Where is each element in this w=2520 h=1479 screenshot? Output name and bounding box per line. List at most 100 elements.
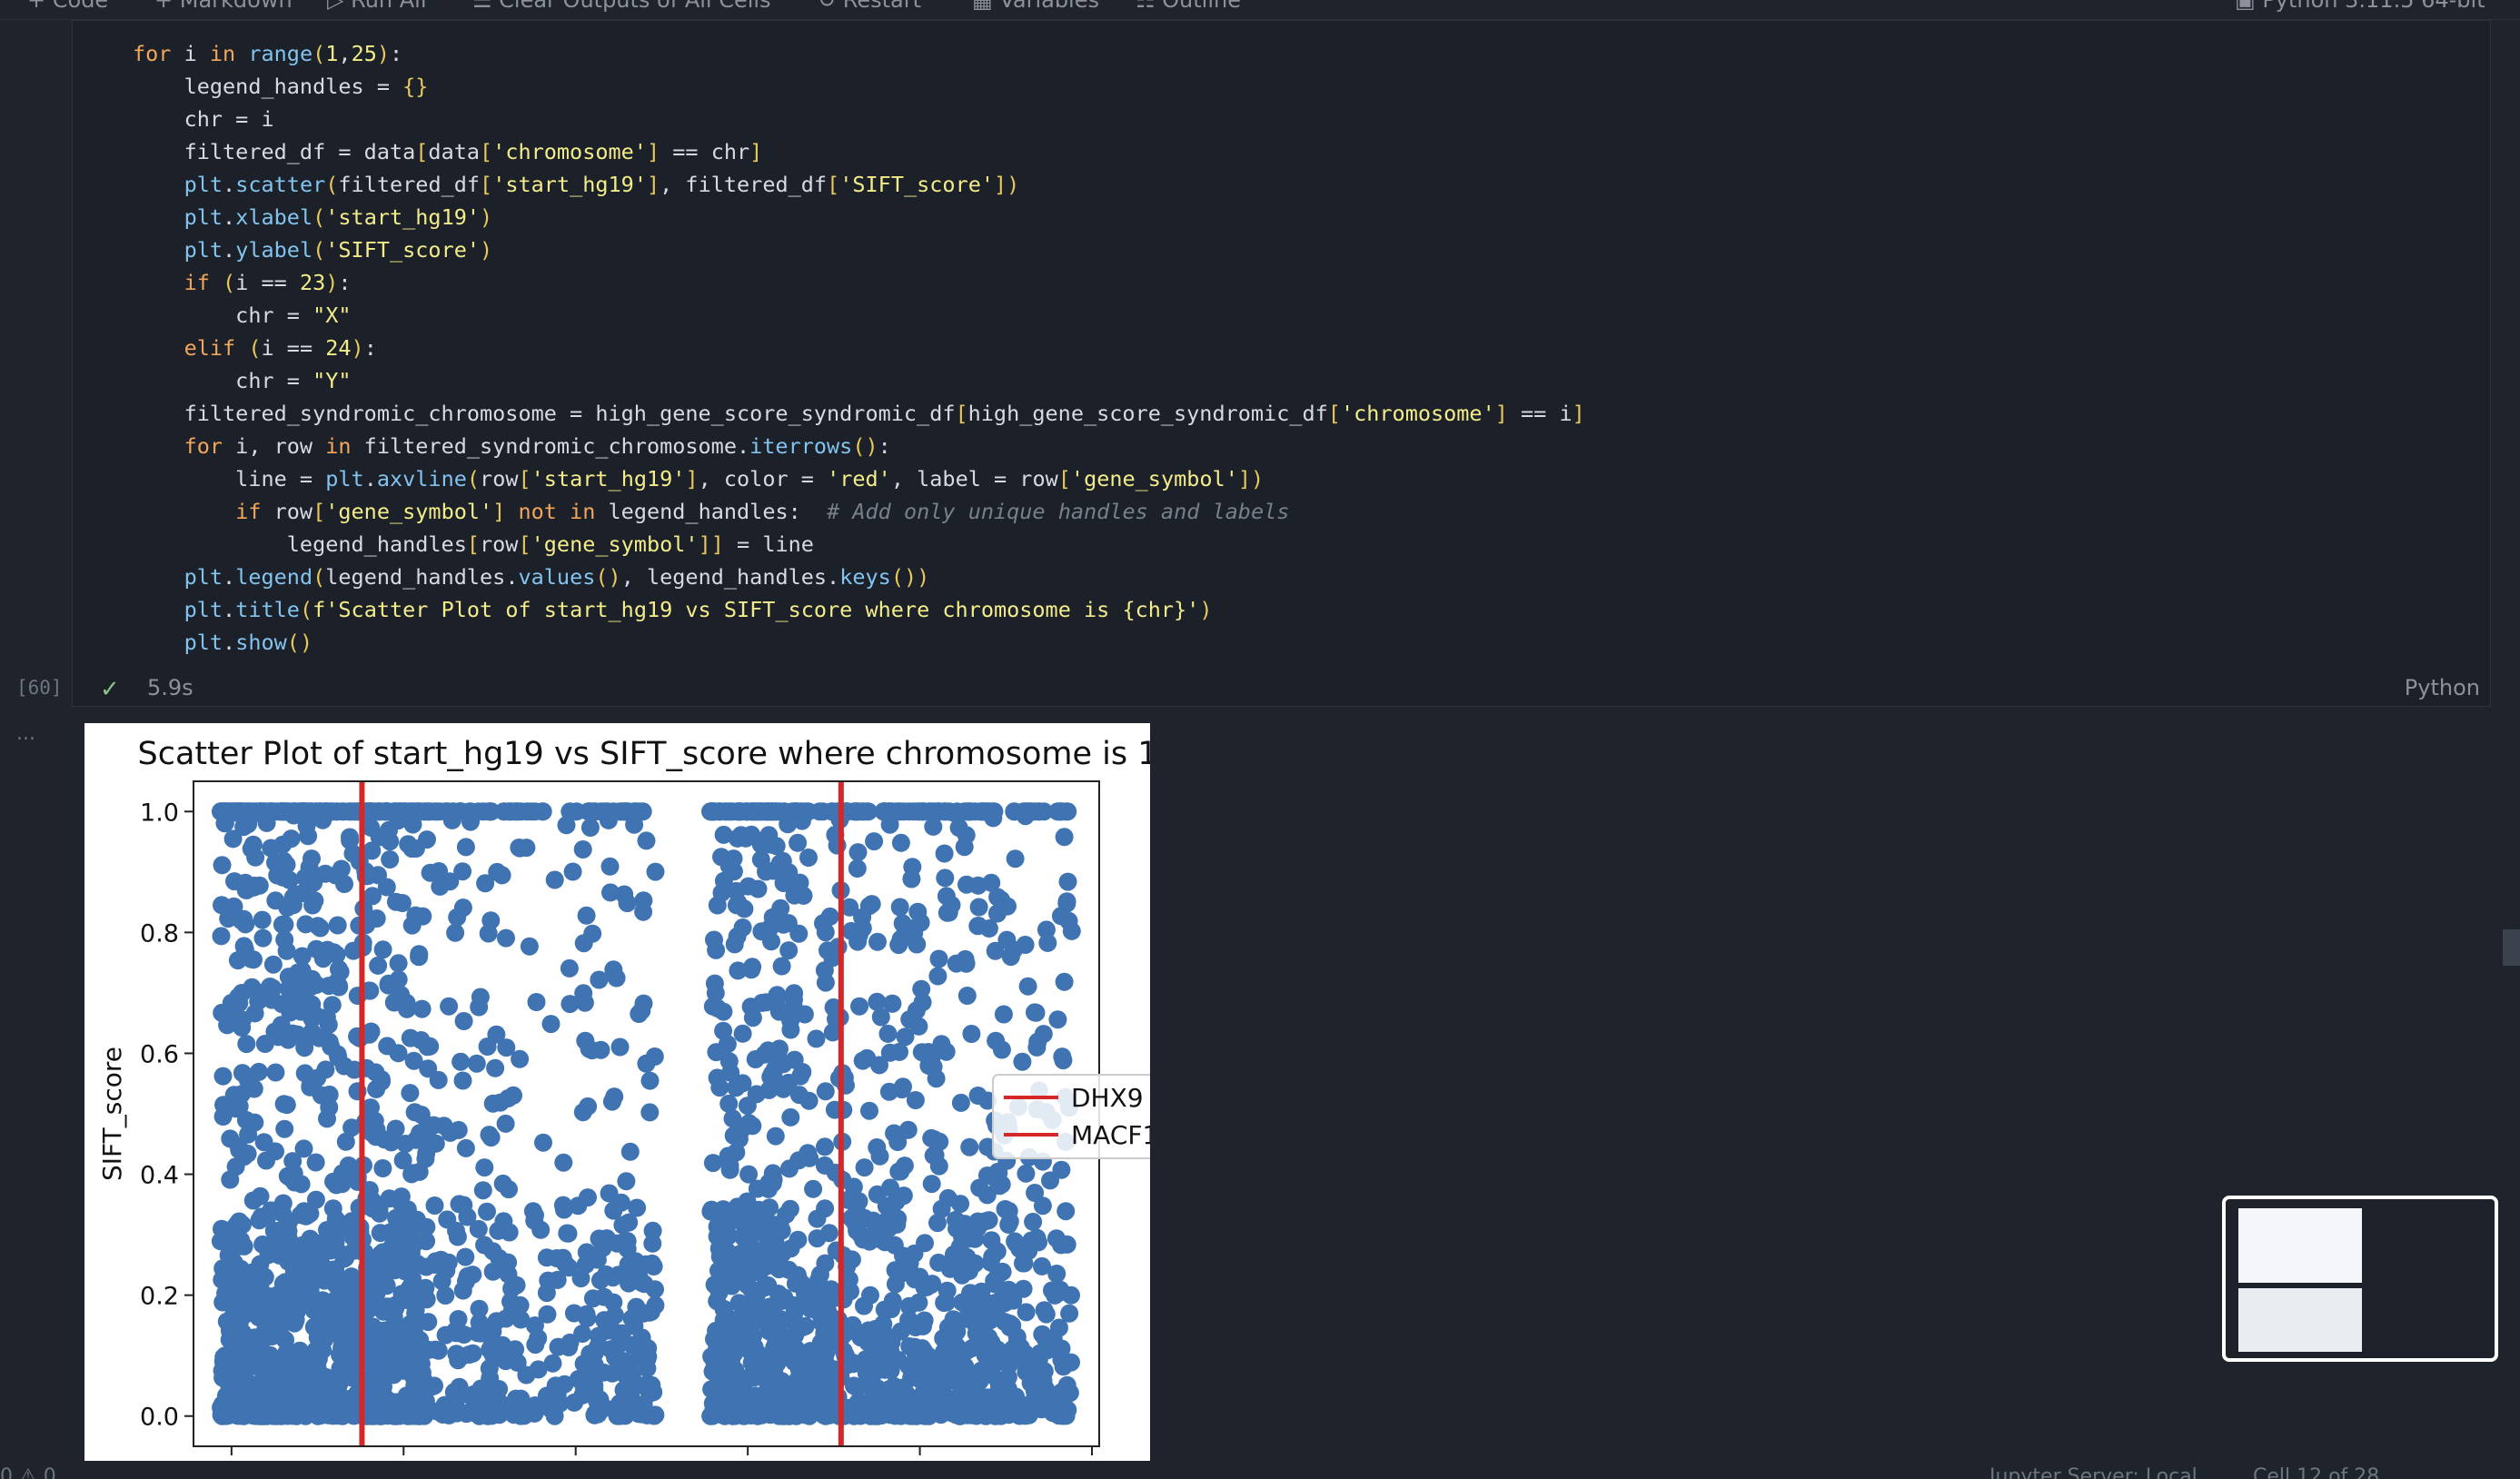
scatter-point	[497, 929, 515, 948]
scatter-point	[709, 999, 727, 1017]
add-code-button[interactable]: + Code	[27, 0, 108, 13]
scatter-point	[1060, 912, 1078, 930]
scatter-point	[329, 917, 347, 935]
code-line[interactable]: if (i == 23):	[133, 266, 1585, 299]
scatter-point	[816, 1137, 834, 1156]
code-line[interactable]: filtered_syndromic_chromosome = high_gen…	[133, 397, 1585, 430]
scatter-point	[913, 1043, 931, 1061]
scatter-point	[273, 836, 292, 854]
problems-indicator[interactable]: 0 ⚠ 0	[0, 1465, 56, 1479]
code-line[interactable]: if row['gene_symbol'] not in legend_hand…	[133, 495, 1585, 528]
code-line[interactable]: elif (i == 24):	[133, 332, 1585, 364]
scatter-point	[521, 938, 539, 956]
scatter-point	[590, 1229, 609, 1247]
scatter-point	[992, 891, 1010, 909]
scatter-point	[882, 1300, 900, 1318]
scatter-point	[551, 1395, 569, 1413]
scatter-point	[1024, 1213, 1042, 1231]
scatter-point	[215, 1267, 233, 1285]
scatter-point	[233, 911, 251, 929]
scatter-point	[638, 831, 656, 849]
scatter-point	[952, 1094, 970, 1112]
scrollbar-thumb[interactable]	[2503, 929, 2520, 966]
scatter-point	[1038, 934, 1057, 952]
scatter-point	[735, 1229, 753, 1247]
scatter-point	[573, 1325, 591, 1343]
scatter-point	[1002, 948, 1020, 966]
scatter-point	[394, 1151, 412, 1169]
code-line[interactable]: plt.scatter(filtered_df['start_hg19'], f…	[133, 168, 1585, 201]
scatter-point	[891, 898, 909, 917]
cell-language[interactable]: Python	[2405, 675, 2480, 700]
code-line[interactable]: plt.xlabel('start_hg19')	[133, 201, 1585, 233]
scatter-point	[983, 1247, 1001, 1266]
outline-button[interactable]: ☷ Outline	[1136, 0, 1241, 13]
code-line[interactable]: legend_handles[row['gene_symbol']] = lin…	[133, 528, 1585, 561]
scatter-point	[829, 1388, 848, 1406]
code-line[interactable]: chr = "X"	[133, 299, 1585, 332]
scatter-point	[244, 836, 263, 854]
scatter-point	[709, 1204, 728, 1222]
code-line[interactable]: plt.ylabel('SIFT_score')	[133, 233, 1585, 266]
scatter-point	[794, 1318, 812, 1336]
scatter-point	[461, 802, 479, 820]
scatter-point	[470, 998, 488, 1017]
scatter-point	[350, 917, 368, 935]
scatter-point	[221, 1171, 239, 1189]
scatter-point	[1019, 1396, 1037, 1414]
code-line[interactable]: plt.legend(legend_handles.values(), lege…	[133, 561, 1585, 593]
scatter-point	[213, 856, 232, 874]
scatter-point	[707, 941, 725, 959]
scatter-point	[381, 1189, 399, 1207]
code-line[interactable]: chr = i	[133, 103, 1585, 135]
y-tick-label: 0.8	[140, 919, 179, 948]
cell-position[interactable]: Cell 12 of 28	[2253, 1465, 2379, 1479]
code-editor-text[interactable]: for i in range(1,25): legend_handles = {…	[133, 37, 1585, 659]
kernel-picker[interactable]: ▣ Python 3.11.5 64-bit	[2235, 0, 2485, 13]
code-line[interactable]: chr = "Y"	[133, 364, 1585, 397]
scatter-point	[781, 1108, 799, 1127]
scatter-point	[920, 802, 938, 820]
scatter-point	[539, 1305, 557, 1324]
scatter-point	[243, 950, 261, 968]
output-more-icon[interactable]: ...	[16, 722, 35, 745]
scatter-point	[586, 1344, 604, 1362]
scatter-point	[767, 1400, 785, 1418]
scatter-point	[337, 1317, 355, 1335]
scatter-point	[1052, 1236, 1070, 1254]
scatter-point	[374, 940, 392, 958]
code-line[interactable]: filtered_df = data[data['chromosome'] ==…	[133, 135, 1585, 168]
scatter-point	[774, 1080, 792, 1098]
restart-button[interactable]: ↻ Restart	[818, 0, 921, 13]
code-line[interactable]: line = plt.axvline(row['start_hg19'], co…	[133, 462, 1585, 495]
scatter-point	[277, 1397, 295, 1415]
minimap[interactable]	[2222, 1196, 2498, 1362]
scatter-point	[928, 1357, 947, 1375]
scatter-point	[912, 914, 930, 932]
code-line[interactable]: legend_handles = {}	[133, 70, 1585, 103]
execution-count: [60]	[16, 677, 63, 699]
clear-outputs-button[interactable]: ☰ Clear Outputs of All Cells	[472, 0, 771, 13]
code-line[interactable]: plt.title(f'Scatter Plot of start_hg19 v…	[133, 593, 1585, 626]
code-line[interactable]: for i in range(1,25):	[133, 37, 1585, 70]
code-line[interactable]: for i, row in filtered_syndromic_chromos…	[133, 430, 1585, 462]
scatter-point	[312, 919, 330, 938]
scatter-point	[646, 1047, 664, 1066]
jupyter-server-status[interactable]: Jupyter Server: Local	[1989, 1465, 2198, 1479]
variables-button[interactable]: ▦ Variables	[972, 0, 1099, 13]
scatter-point	[497, 1115, 515, 1133]
scatter-point	[362, 1124, 381, 1142]
scatter-point	[749, 1407, 767, 1425]
scatter-point	[296, 869, 314, 887]
scatter-point	[254, 929, 273, 948]
scatter-point	[581, 819, 600, 837]
code-line[interactable]: plt.show()	[133, 626, 1585, 659]
scatter-point	[1015, 1280, 1033, 1298]
scatter-point	[817, 1345, 835, 1363]
scatter-point	[1037, 1305, 1056, 1324]
scatter-point	[561, 959, 579, 978]
run-all-button[interactable]: ▷ Run All	[327, 0, 427, 13]
code-cell-editor[interactable]: for i in range(1,25): legend_handles = {…	[72, 20, 2491, 707]
add-markdown-button[interactable]: + Markdown	[154, 0, 293, 13]
scatter-point	[221, 1331, 239, 1349]
